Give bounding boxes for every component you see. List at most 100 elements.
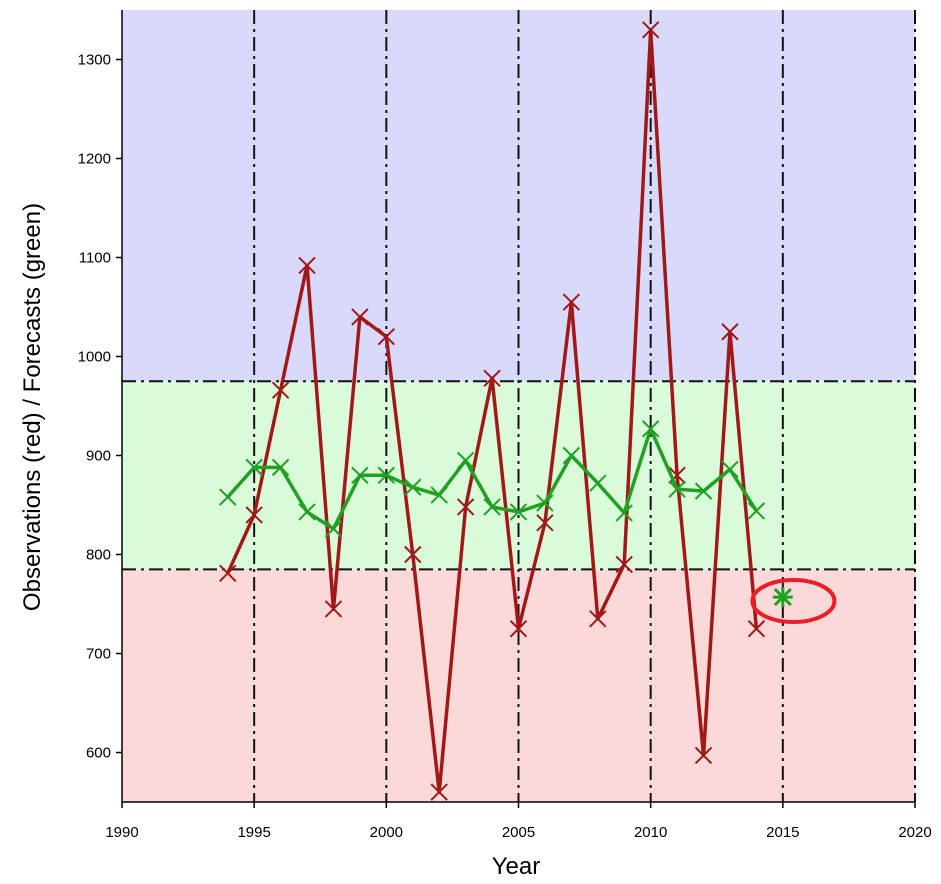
data-point [536, 514, 554, 532]
data-point [404, 478, 422, 496]
x-marker [483, 498, 501, 516]
data-point [509, 503, 528, 521]
x-marker [562, 293, 581, 311]
x-marker [694, 482, 713, 500]
star-marker [772, 587, 793, 608]
x-tick-label: 2015 [766, 824, 799, 841]
x-marker [271, 458, 290, 477]
y-tick-label: 1100 [79, 250, 111, 267]
x-marker [589, 474, 607, 492]
y-tick-label: 1000 [78, 349, 111, 366]
x-tick-label: 2010 [634, 824, 667, 841]
data-point [351, 308, 369, 326]
data-point [456, 498, 475, 516]
data-point [641, 420, 660, 438]
data-point [483, 369, 501, 387]
x-marker [377, 327, 396, 346]
x-marker [430, 783, 448, 801]
y-tick-label: 1300 [78, 52, 111, 69]
x-marker [615, 555, 633, 574]
x-marker [245, 458, 263, 477]
data-point [219, 564, 237, 583]
data-point [377, 327, 396, 346]
x-marker [298, 503, 316, 521]
data-point [589, 610, 607, 628]
axes: 1990 1995 2000 2005 2010 2015 2020 600 700 800 900… [78, 10, 932, 841]
x-marker [536, 514, 554, 532]
highlight-ellipse [750, 578, 837, 625]
data-point [694, 482, 713, 500]
data-point [536, 494, 554, 512]
x-marker [641, 420, 660, 438]
series-2 [772, 587, 793, 608]
x-marker [219, 564, 237, 583]
x-axis-title: Year [492, 853, 541, 879]
data-point [589, 474, 607, 492]
data-point [377, 466, 396, 485]
x-marker [562, 446, 581, 465]
data-point [430, 486, 448, 504]
data-point [404, 545, 422, 564]
x-marker [641, 21, 660, 39]
x-marker [377, 466, 396, 485]
x-tick-label: 2020 [898, 824, 931, 841]
data-point [562, 293, 581, 311]
x-marker [404, 545, 422, 564]
x-marker [271, 381, 290, 399]
data-point [324, 520, 343, 538]
y-axis-title: Observations (red) / Forecasts (green) [19, 203, 46, 611]
data-point [483, 498, 501, 516]
x-marker [456, 451, 475, 470]
data-point [271, 458, 290, 477]
x-tick-label: 2000 [370, 824, 403, 841]
x-marker [589, 610, 607, 628]
data-point [351, 466, 369, 485]
x-marker [483, 369, 501, 387]
data-point [668, 480, 686, 498]
data-point [747, 620, 766, 638]
x-marker [747, 502, 766, 520]
x-marker [721, 323, 739, 341]
series-0 [219, 21, 766, 801]
x-marker [245, 506, 263, 524]
x-marker [404, 478, 422, 496]
data-point [324, 600, 343, 618]
x-tick-label: 1990 [105, 824, 138, 841]
x-marker [694, 746, 713, 765]
y-tick-label: 1200 [78, 151, 111, 168]
data-point [298, 503, 316, 521]
x-marker [536, 494, 554, 512]
data-point [245, 506, 263, 524]
x-marker [219, 488, 237, 506]
x-marker [324, 520, 343, 538]
data-point [615, 555, 633, 574]
data-point [747, 502, 766, 520]
data-point [509, 620, 528, 638]
y-tick-label: 900 [86, 448, 111, 465]
data-point [772, 587, 793, 608]
annotations [750, 578, 837, 625]
x-marker [668, 480, 686, 498]
data-point [615, 504, 633, 522]
x-marker [509, 620, 528, 638]
x-marker [430, 486, 448, 504]
x-marker [721, 460, 739, 479]
x-tick-label: 1995 [237, 824, 270, 841]
x-tick-label: 2005 [502, 824, 535, 841]
data-point [641, 21, 660, 39]
x-marker [747, 620, 766, 638]
y-tick-label: 600 [86, 745, 111, 762]
data-point [721, 460, 739, 479]
data-point [430, 783, 448, 801]
x-marker [324, 600, 343, 618]
reference-lines [122, 10, 916, 802]
x-marker [351, 466, 369, 485]
x-marker [298, 256, 316, 275]
data-point [456, 451, 475, 470]
data-point [271, 381, 290, 399]
data-point [721, 323, 739, 341]
data-point [245, 458, 263, 477]
data-point [298, 256, 316, 275]
series-1 [219, 420, 766, 538]
